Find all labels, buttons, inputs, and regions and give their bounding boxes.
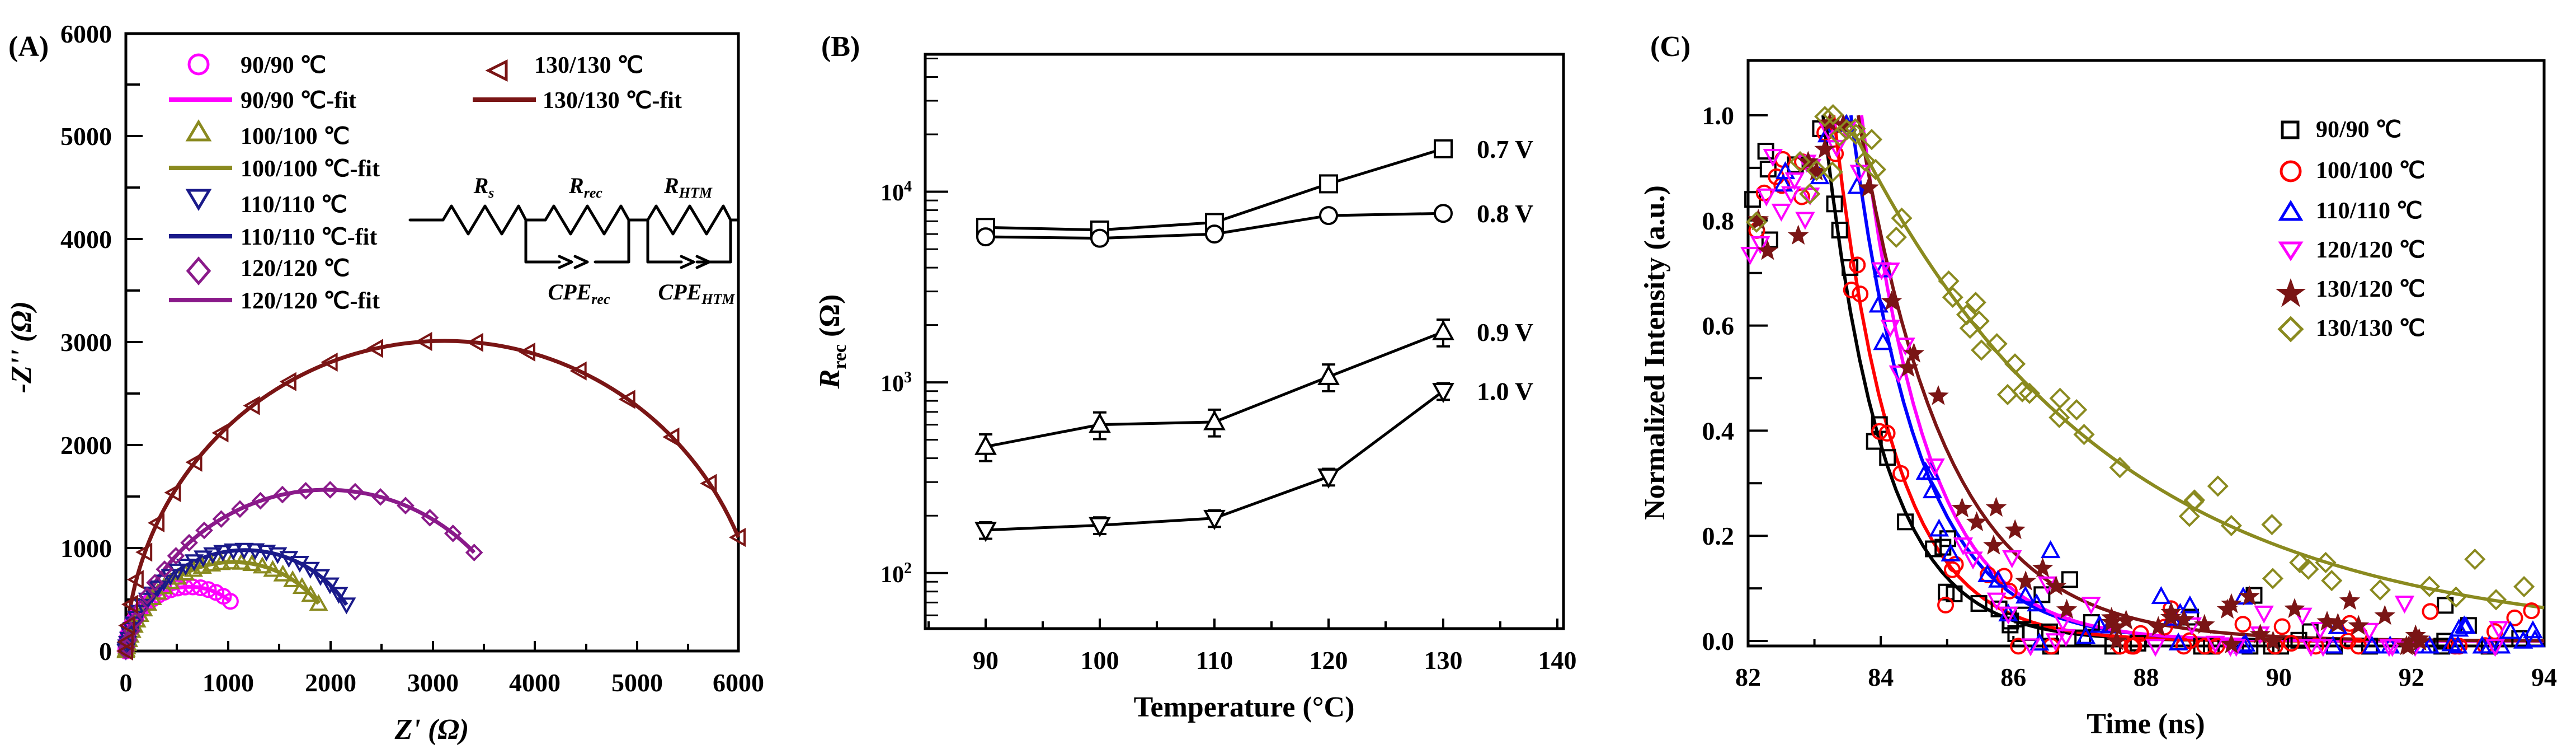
svg-text:0.7 V: 0.7 V (1477, 135, 1533, 163)
svg-text:2000: 2000 (305, 668, 356, 697)
svg-text:110/110 ℃: 110/110 ℃ (241, 192, 347, 218)
svg-text:Rrec (Ω): Rrec (Ω) (814, 294, 850, 390)
svg-text:0.4: 0.4 (1702, 416, 1735, 445)
svg-text:5000: 5000 (60, 122, 112, 151)
svg-text:100/100 ℃-fit: 100/100 ℃-fit (241, 156, 380, 182)
svg-text:0.8 V: 0.8 V (1477, 199, 1533, 228)
svg-text:84: 84 (1868, 663, 1894, 691)
svg-text:120/120 ℃-fit: 120/120 ℃-fit (241, 288, 380, 314)
svg-text:-Z'' (Ω): -Z'' (Ω) (6, 301, 37, 393)
svg-text:0.0: 0.0 (1702, 627, 1735, 655)
svg-text:Temperature (°C): Temperature (°C) (1134, 691, 1355, 723)
svg-text:1.0: 1.0 (1702, 101, 1735, 130)
svg-text:1.0 V: 1.0 V (1477, 377, 1533, 406)
svg-text:1000: 1000 (60, 534, 112, 563)
svg-text:3000: 3000 (60, 328, 112, 357)
svg-text:94: 94 (2531, 663, 2557, 691)
svg-text:(B): (B) (821, 31, 860, 63)
svg-text:90/90 ℃: 90/90 ℃ (241, 53, 326, 78)
svg-text:0.6: 0.6 (1702, 312, 1735, 340)
svg-text:0.9 V: 0.9 V (1477, 318, 1533, 346)
svg-text:0.2: 0.2 (1702, 522, 1735, 550)
svg-text:100: 100 (1081, 646, 1119, 675)
svg-text:5000: 5000 (611, 668, 663, 697)
svg-text:100/100 ℃: 100/100 ℃ (241, 124, 350, 149)
svg-text:88: 88 (2134, 663, 2159, 691)
svg-text:3000: 3000 (407, 668, 459, 697)
svg-text:Time (ns): Time (ns) (2087, 708, 2205, 740)
svg-text:130/130 ℃: 130/130 ℃ (2316, 316, 2425, 341)
svg-text:82: 82 (1735, 663, 1761, 691)
svg-text:92: 92 (2399, 663, 2424, 691)
svg-text:110/110 ℃: 110/110 ℃ (2316, 198, 2423, 224)
svg-text:140: 140 (1538, 646, 1577, 675)
svg-text:130/120 ℃: 130/120 ℃ (2316, 277, 2425, 302)
svg-text:120/120 ℃: 120/120 ℃ (241, 256, 350, 282)
svg-text:0.8: 0.8 (1702, 207, 1735, 235)
svg-text:130: 130 (1424, 646, 1463, 675)
svg-text:90: 90 (2266, 663, 2292, 691)
svg-text:86: 86 (2000, 663, 2026, 691)
svg-text:100/100 ℃: 100/100 ℃ (2316, 158, 2425, 184)
svg-text:110/110 ℃-fit: 110/110 ℃-fit (241, 224, 377, 250)
svg-text:0: 0 (99, 637, 112, 666)
svg-text:4000: 4000 (60, 225, 112, 254)
svg-text:90/90 ℃: 90/90 ℃ (2316, 117, 2401, 143)
svg-text:(C): (C) (1650, 31, 1690, 63)
svg-text:4000: 4000 (509, 668, 561, 697)
svg-text:90: 90 (973, 646, 999, 675)
svg-text:110: 110 (1196, 646, 1233, 675)
svg-text:120: 120 (1310, 646, 1348, 675)
svg-text:6000: 6000 (60, 20, 112, 48)
svg-text:Normalized Intensity (a.u.): Normalized Intensity (a.u.) (1639, 185, 1671, 520)
svg-text:1000: 1000 (202, 668, 254, 697)
svg-text:130/130 ℃: 130/130 ℃ (534, 53, 643, 78)
svg-text:130/130 ℃-fit: 130/130 ℃-fit (543, 88, 682, 114)
svg-text:6000: 6000 (713, 668, 764, 697)
svg-text:2000: 2000 (60, 431, 112, 460)
svg-text:120/120 ℃: 120/120 ℃ (2316, 237, 2425, 263)
svg-text:0: 0 (120, 668, 133, 697)
svg-text:Z' (Ω): Z' (Ω) (394, 714, 469, 746)
svg-text:(A): (A) (8, 31, 49, 63)
svg-text:90/90 ℃-fit: 90/90 ℃-fit (241, 88, 356, 114)
